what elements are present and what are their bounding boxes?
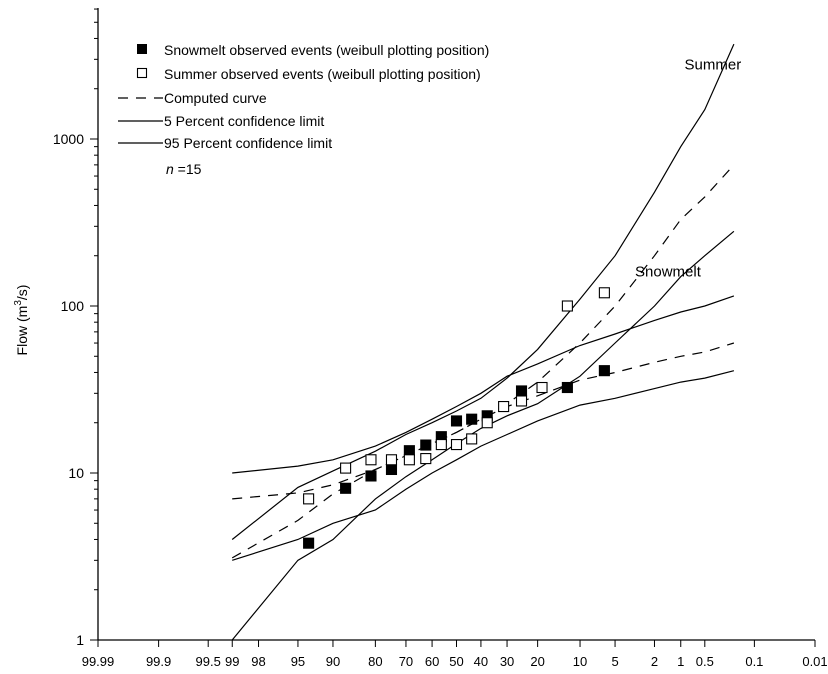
summer-95-percent-confidence-limit	[231, 230, 735, 641]
points-layer	[303, 287, 610, 549]
curves-layer	[231, 43, 735, 641]
snowmelt-event-point	[303, 537, 315, 549]
summer-computed-curve	[231, 164, 735, 559]
summer-event-point	[303, 493, 315, 505]
legend: Snowmelt observed events (weibull plotti…	[118, 42, 489, 177]
x-tick-label: 30	[500, 654, 514, 669]
summer-event-point	[435, 439, 447, 451]
x-tick-label: 90	[326, 654, 340, 669]
summer-event-point	[515, 395, 528, 407]
legend-marker-open-square	[136, 67, 148, 79]
x-tick-label: 0.5	[696, 654, 714, 669]
y-axis-label-end: /s)	[14, 285, 30, 301]
y-ticks: 1 10 100 1000	[53, 8, 98, 648]
snowmelt-event-point	[466, 413, 478, 425]
snowmelt-95-percent-confidence-limit	[232, 370, 735, 561]
summer-event-point	[481, 417, 493, 429]
summer-event-point	[340, 462, 352, 474]
sample-size-symbol: n	[166, 161, 174, 177]
legend-label-1: Snowmelt observed events (weibull plotti…	[164, 42, 489, 58]
summer-event-point	[365, 454, 377, 466]
y-tick-label: 1	[76, 632, 84, 648]
x-tick-label: 99	[225, 654, 239, 669]
summer-event-point	[598, 287, 610, 299]
annotation-snowmelt: Snowmelt	[635, 264, 702, 281]
x-tick-label: 99.99	[82, 654, 115, 669]
summer-event-point	[561, 300, 573, 312]
x-tick-label: 95	[291, 654, 305, 669]
summer-event-point	[536, 381, 548, 394]
snowmelt-computed-curve	[232, 342, 735, 500]
legend-sample-size: n =15	[166, 161, 202, 177]
x-ticks: 99.99 99.9 99.5 99 98 95 90 80 70 60 50 40 30 20 10 5 2 1…	[82, 640, 828, 669]
y-tick-label: 1000	[53, 131, 84, 147]
x-tick-label: 99.5	[196, 654, 221, 669]
snowmelt-5-percent-confidence-limit	[232, 295, 735, 474]
snowmelt-event-point	[365, 470, 377, 482]
legend-label-4: 5 Percent confidence limit	[164, 113, 324, 129]
y-axis-label-main: Flow (m	[14, 306, 30, 356]
x-tick-label: 0.1	[745, 654, 763, 669]
snowmelt-event-point	[598, 365, 610, 377]
legend-marker-filled-square	[137, 44, 147, 54]
y-tick-label: 10	[68, 465, 84, 481]
y-tick-label: 100	[61, 298, 85, 314]
snowmelt-event-point	[403, 445, 415, 457]
y-axis-label: Flow (m3/s)	[13, 285, 30, 356]
sample-size-value: =15	[174, 161, 202, 177]
snowmelt-event-point	[420, 439, 432, 451]
summer-5-percent-confidence-limit	[231, 43, 735, 540]
summer-event-point	[498, 400, 510, 413]
x-tick-label: 98	[251, 654, 265, 669]
y-axis-label-sup: 3	[13, 300, 24, 306]
snowmelt-event-point	[385, 463, 398, 476]
snowmelt-event-point	[515, 385, 528, 397]
summer-event-point	[403, 454, 415, 466]
x-tick-label: 60	[425, 654, 439, 669]
annotations: Summer Snowmelt	[635, 57, 741, 281]
x-tick-label: 80	[368, 654, 382, 669]
x-tick-label: 10	[573, 654, 587, 669]
x-tick-label: 2	[651, 654, 658, 669]
annotation-summer: Summer	[685, 57, 742, 74]
snowmelt-event-point	[561, 381, 573, 394]
x-tick-label: 5	[611, 654, 618, 669]
summer-event-point	[450, 439, 463, 451]
snowmelt-event-point	[340, 482, 352, 494]
x-tick-label: 70	[399, 654, 413, 669]
summer-event-point	[385, 454, 398, 466]
x-tick-label: 40	[474, 654, 488, 669]
x-tick-label: 20	[530, 654, 544, 669]
summer-event-point	[420, 453, 432, 465]
legend-label-3: Computed curve	[164, 90, 267, 106]
x-tick-label: 99.9	[146, 654, 171, 669]
summer-event-point	[466, 433, 478, 445]
legend-label-2: Summer observed events (weibull plotting…	[164, 66, 481, 82]
snowmelt-event-point	[450, 415, 463, 427]
x-tick-label: 50	[449, 654, 463, 669]
x-tick-label: 0.01	[802, 654, 827, 669]
x-tick-label: 1	[677, 654, 684, 669]
legend-label-5: 95 Percent confidence limit	[164, 135, 332, 151]
